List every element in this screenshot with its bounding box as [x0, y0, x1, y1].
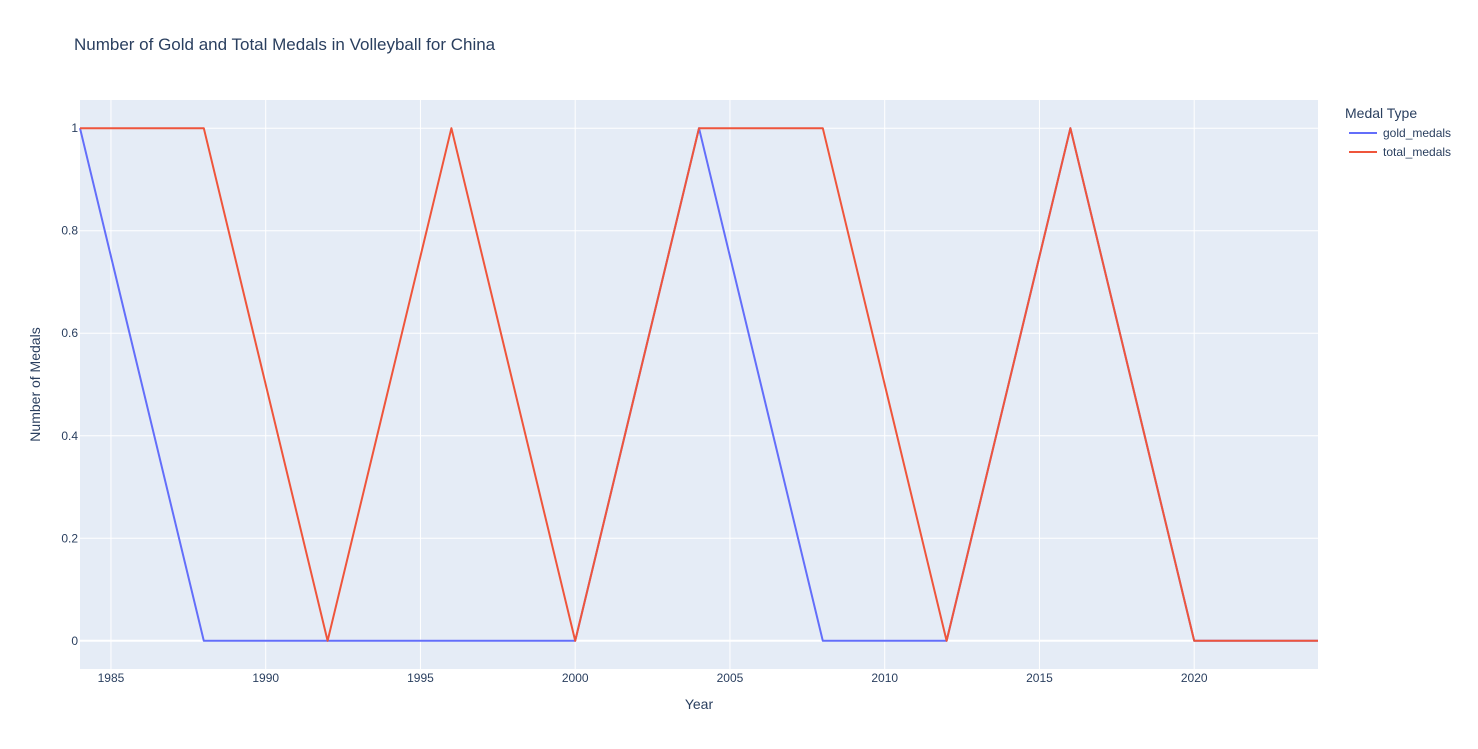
x-tick-label: 2000 [562, 671, 589, 685]
y-tick-label: 0.4 [61, 429, 78, 443]
y-tick-label: 0 [71, 634, 78, 648]
y-tick-label: 0.2 [61, 531, 78, 545]
x-tick-label: 2015 [1026, 671, 1053, 685]
x-tick-label: 2020 [1181, 671, 1208, 685]
plot-area [80, 100, 1318, 669]
series-line-total_medals [80, 127, 1318, 642]
y-tick-label: 0.8 [61, 224, 78, 238]
x-axis-ticks: 1985 1990 1995 2000 2005 2010 2015 2020 [98, 671, 1208, 685]
legend-label: gold_medals [1383, 126, 1451, 140]
y-tick-label: 1 [71, 121, 78, 135]
x-tick-label: 1985 [98, 671, 125, 685]
x-tick-label: 2010 [871, 671, 898, 685]
y-tick-label: 0.6 [61, 326, 78, 340]
legend-title: Medal Type [1345, 105, 1417, 121]
series-layer [79, 127, 1318, 642]
legend-item-total_medals[interactable]: total_medals [1349, 145, 1451, 159]
legend-item-gold_medals[interactable]: gold_medals [1349, 126, 1451, 140]
x-axis-title: Year [685, 696, 714, 712]
y-axis-ticks: 0 0.2 0.4 0.6 0.8 1 [61, 121, 78, 648]
x-tick-label: 1990 [252, 671, 279, 685]
x-tick-label: 1995 [407, 671, 434, 685]
x-tick-label: 2005 [717, 671, 744, 685]
chart-title: Number of Gold and Total Medals in Volle… [74, 35, 496, 54]
legend-label: total_medals [1383, 145, 1451, 159]
y-axis-title: Number of Medals [27, 327, 43, 441]
legend[interactable]: Medal Type gold_medals total_medals [1345, 105, 1451, 159]
